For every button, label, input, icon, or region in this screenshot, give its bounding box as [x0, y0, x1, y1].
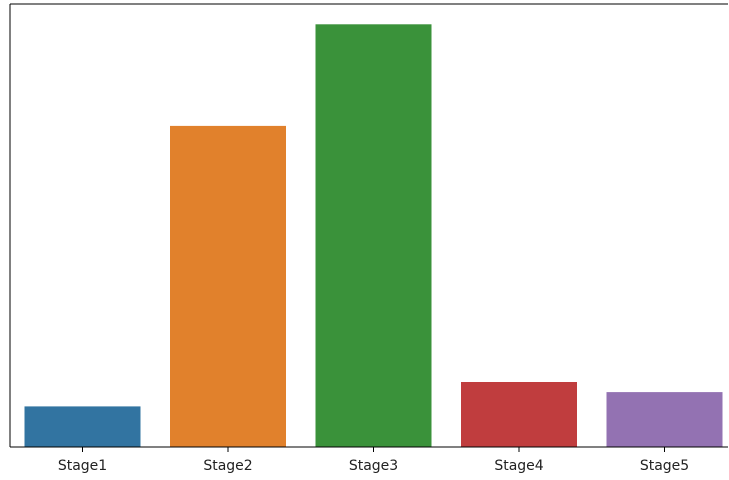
bar-stage2	[170, 125, 286, 448]
axes-group	[9, 3, 728, 448]
x-tick-label: Stage2	[203, 458, 252, 474]
bar-stage5	[606, 392, 723, 447]
bar-stage1	[24, 406, 141, 447]
x-tick-label: Stage1	[58, 458, 107, 474]
bar-stage4	[461, 382, 577, 447]
x-tick-label: Stage3	[349, 458, 398, 474]
x-tick-label: Stage4	[494, 458, 543, 474]
x-tick-label: Stage5	[640, 458, 689, 474]
bar-stage3	[315, 24, 432, 448]
bars-group	[24, 24, 723, 448]
x-ticks-group: Stage1 Stage2 Stage3 Stage4 Stage5	[58, 447, 689, 474]
